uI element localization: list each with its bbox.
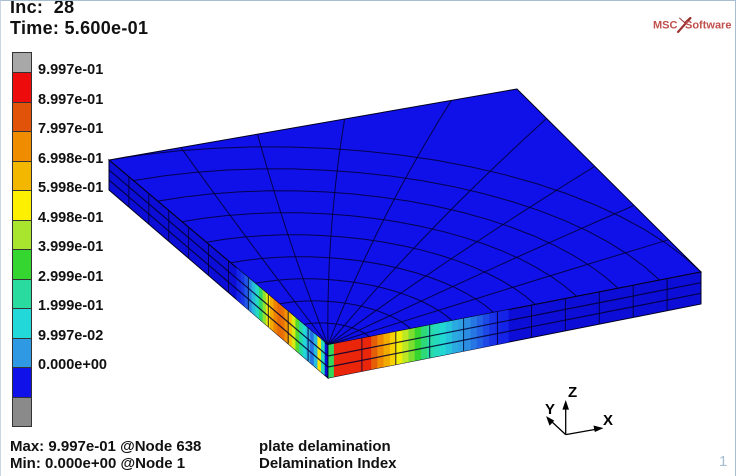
svg-text:X: X (603, 412, 613, 429)
svg-text:Y: Y (545, 401, 555, 418)
svg-text:MSC: MSC (653, 20, 678, 32)
svg-text:Software: Software (685, 20, 731, 32)
svg-text:Z: Z (568, 384, 577, 401)
